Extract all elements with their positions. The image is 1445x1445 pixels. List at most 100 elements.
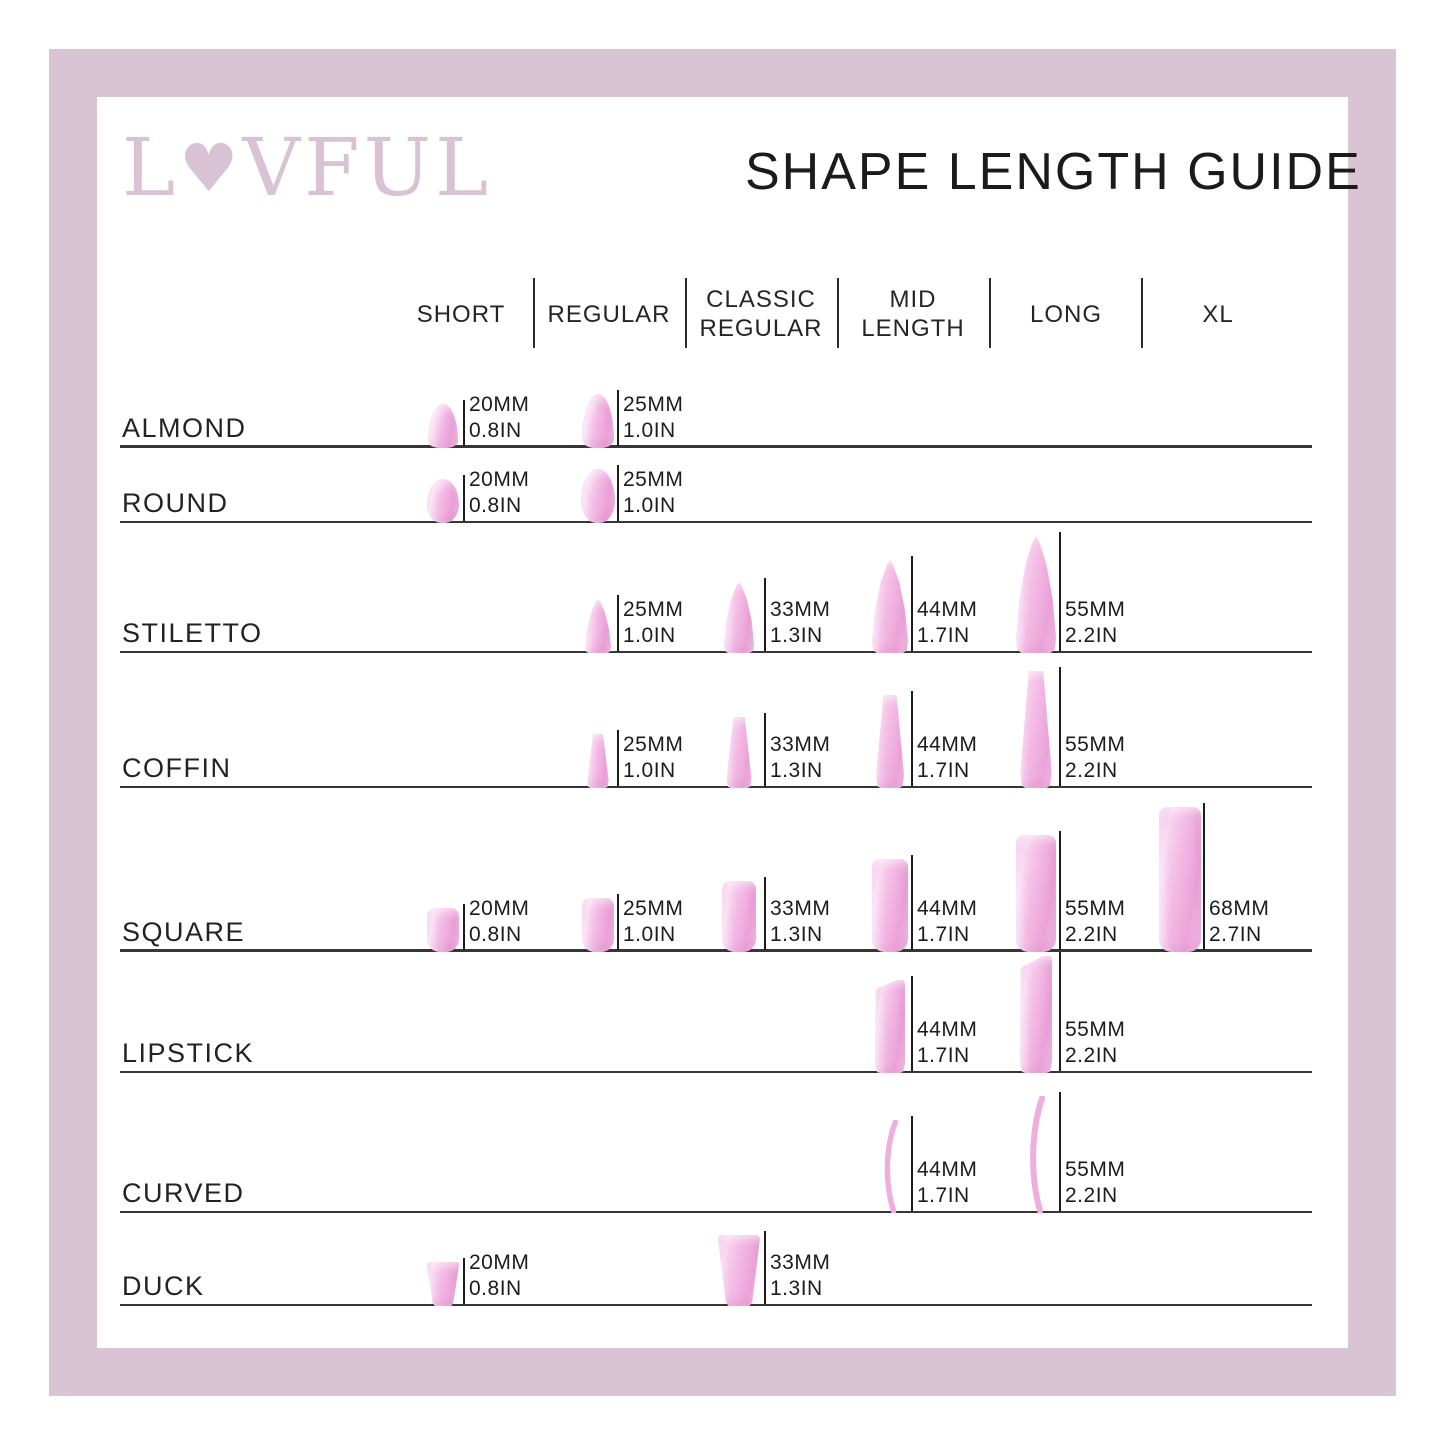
measurement-tick <box>617 894 619 950</box>
measurement-in: 1.0IN <box>623 494 676 517</box>
measurement-label: 20MM 0.8IN <box>469 467 529 519</box>
measurement-label: 44MM 1.7IN <box>917 896 977 948</box>
nail-square-long <box>1016 835 1056 952</box>
measurement-label: 33MM 1.3IN <box>770 1250 830 1302</box>
row-label: STILETTO <box>122 618 263 648</box>
measurement-label: 25MM 1.0IN <box>623 392 683 444</box>
measurement-tick <box>764 578 766 651</box>
measurement-label: 44MM 1.7IN <box>917 597 977 649</box>
measurement-mm: 25MM <box>623 897 684 920</box>
page-title: SHAPE LENGTH GUIDE <box>745 143 1362 201</box>
nail-square-regular <box>582 898 614 952</box>
measurement-mm: 44MM <box>917 1018 978 1041</box>
measurement-mm: 25MM <box>623 598 684 621</box>
nail-square-mid-length <box>872 859 908 952</box>
measurement-mm: 44MM <box>917 733 978 756</box>
measurement-tick <box>463 904 465 950</box>
measurement-tick <box>463 1258 465 1304</box>
measurement-tick <box>911 691 913 786</box>
measurement-in: 1.3IN <box>770 1277 823 1300</box>
measurement-tick <box>911 556 913 651</box>
measurement-in: 1.7IN <box>917 923 970 946</box>
decorative-border-frame <box>49 49 1396 1396</box>
nail-square-classic-regular <box>722 881 756 952</box>
measurement-tick <box>1059 952 1061 1071</box>
measurement-tick <box>911 1116 913 1211</box>
measurement-in: 2.2IN <box>1065 1044 1118 1067</box>
measurement-in: 0.8IN <box>469 419 522 442</box>
measurement-label: 44MM 1.7IN <box>917 732 977 784</box>
row-label: SQUARE <box>122 917 246 947</box>
row-line <box>120 651 1312 653</box>
nail-curved-mid-length <box>884 1120 899 1213</box>
measurement-tick <box>1203 803 1205 950</box>
row-line <box>120 521 1312 523</box>
nail-square-short <box>427 908 459 952</box>
measurement-tick <box>764 877 766 950</box>
measurement-mm: 20MM <box>469 1251 530 1274</box>
nail-coffin-regular <box>587 734 609 788</box>
row-line <box>120 445 1312 448</box>
column-header-short: SHORT <box>416 300 506 328</box>
measurement-mm: 44MM <box>917 897 978 920</box>
row-label: DUCK <box>122 1271 205 1301</box>
logo-letters: VFUL <box>242 121 493 214</box>
measurement-tick <box>764 713 766 786</box>
measurement-mm: 25MM <box>623 733 684 756</box>
measurement-mm: 33MM <box>770 897 831 920</box>
column-header-mid-length: MID LENGTH <box>861 286 965 342</box>
measurement-label: 44MM 1.7IN <box>917 1017 977 1069</box>
column-divider <box>533 278 535 348</box>
measurement-in: 0.8IN <box>469 1277 522 1300</box>
measurement-tick <box>911 855 913 950</box>
measurement-tick <box>911 976 913 1071</box>
measurement-mm: 25MM <box>623 393 684 416</box>
measurement-in: 1.0IN <box>623 759 676 782</box>
measurement-label: 25MM 1.0IN <box>623 597 683 649</box>
measurement-tick <box>1059 667 1061 786</box>
measurement-in: 1.7IN <box>917 624 970 647</box>
measurement-mm: 68MM <box>1209 897 1270 920</box>
measurement-label: 44MM 1.7IN <box>917 1157 977 1209</box>
measurement-label: 55MM 2.2IN <box>1065 732 1125 784</box>
measurement-label: 25MM 1.0IN <box>623 467 683 519</box>
measurement-in: 0.8IN <box>469 494 522 517</box>
row-label: COFFIN <box>122 753 232 783</box>
measurement-mm: 33MM <box>770 733 831 756</box>
row-line <box>120 786 1312 788</box>
measurement-tick <box>463 400 465 446</box>
measurement-label: 25MM 1.0IN <box>623 732 683 784</box>
measurement-mm: 20MM <box>469 468 530 491</box>
measurement-label: 55MM 2.2IN <box>1065 597 1125 649</box>
measurement-label: 33MM 1.3IN <box>770 732 830 784</box>
measurement-label: 25MM 1.0IN <box>623 896 683 948</box>
measurement-label: 68MM 2.7IN <box>1209 896 1269 948</box>
measurement-in: 0.8IN <box>469 923 522 946</box>
row-line <box>120 1304 1312 1306</box>
row-line <box>120 1071 1312 1073</box>
measurement-tick <box>1059 532 1061 651</box>
row-label: CURVED <box>122 1178 245 1208</box>
heart-icon: ♥ <box>179 130 243 207</box>
measurement-label: 33MM 1.3IN <box>770 896 830 948</box>
measurement-tick <box>764 1231 766 1304</box>
column-divider <box>989 278 991 348</box>
measurement-in: 2.2IN <box>1065 624 1118 647</box>
measurement-tick <box>463 475 465 521</box>
measurement-in: 2.2IN <box>1065 923 1118 946</box>
row-label: LIPSTICK <box>122 1038 255 1068</box>
measurement-tick <box>1059 1092 1061 1211</box>
nail-lipstick-long <box>1020 956 1052 1073</box>
nail-square-xl <box>1159 807 1201 952</box>
measurement-label: 55MM 2.2IN <box>1065 1017 1125 1069</box>
measurement-mm: 55MM <box>1065 733 1126 756</box>
measurement-in: 1.3IN <box>770 624 823 647</box>
measurement-in: 2.2IN <box>1065 1184 1118 1207</box>
measurement-tick <box>617 595 619 651</box>
measurement-mm: 55MM <box>1065 1018 1126 1041</box>
measurement-tick <box>617 730 619 786</box>
measurement-in: 1.7IN <box>917 1184 970 1207</box>
measurement-mm: 20MM <box>469 393 530 416</box>
measurement-in: 1.7IN <box>917 1044 970 1067</box>
